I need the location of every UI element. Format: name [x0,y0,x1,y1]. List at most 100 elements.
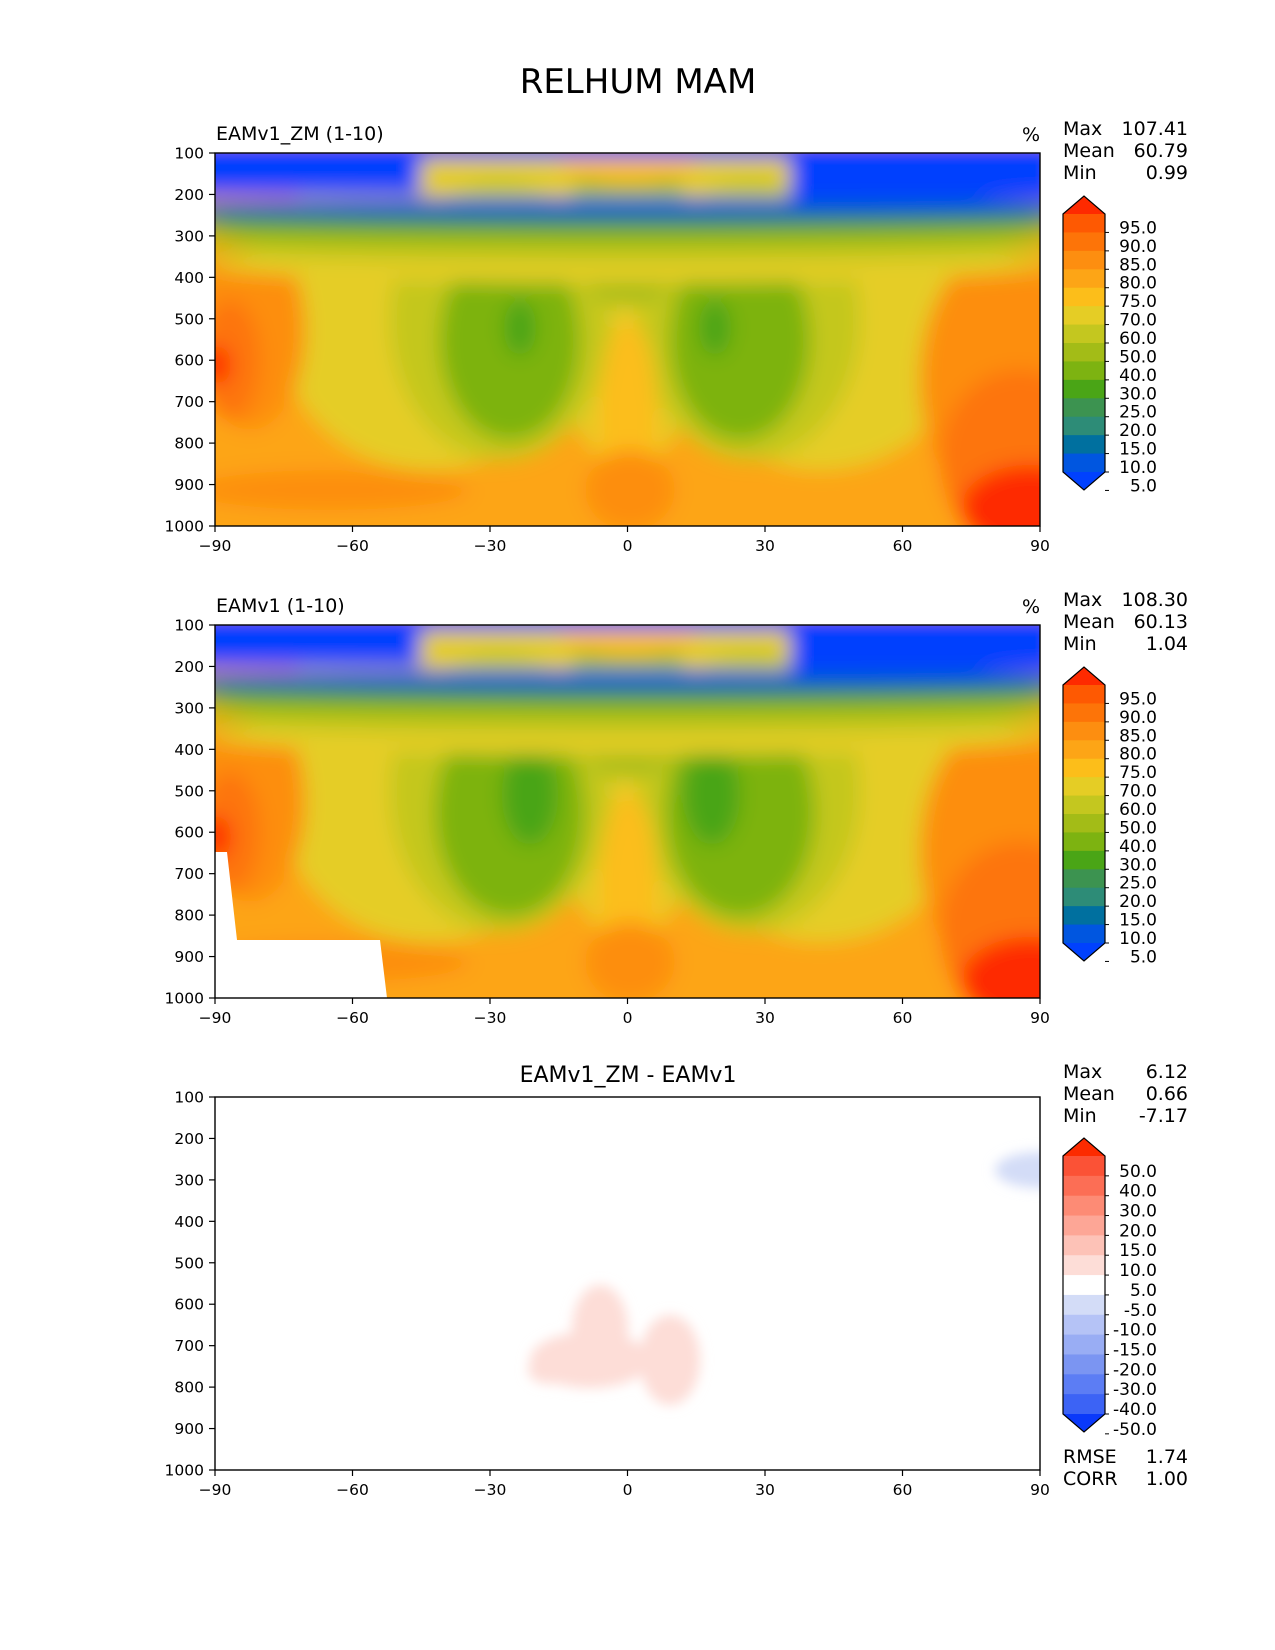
colorbar-label: 85.0 [1119,255,1157,275]
colorbar-extend-bottom [1063,1414,1105,1432]
colorbar-segment [1063,306,1105,326]
colorbar-segment [1063,758,1105,778]
colorbar-segment [1063,435,1105,455]
panel-diff-metric-value-corr: 1.00 [1146,1468,1188,1490]
panel-reference-stat-label-mean: Mean [1063,611,1115,633]
colorbar-segment [1063,814,1105,834]
panel-test-y-axis: 100 200 300 400 500 600 700 800 900 1000 [165,145,215,536]
panel-test-contour-field [215,153,1040,526]
colorbar-label: 5.0 [1130,476,1157,496]
colorbar-segment [1063,832,1105,852]
x-tick-label: 90 [1030,1009,1050,1027]
colorbar-segment [1063,906,1105,926]
panel-reference-colorbar: 95.090.085.080.075.070.060.050.040.030.0… [1062,666,1157,967]
y-tick-label: 900 [174,1420,204,1438]
y-tick-label: 400 [174,1213,204,1231]
y-tick-label: 500 [174,1254,204,1272]
x-tick-label: 30 [755,537,775,555]
colorbar-label: 50.0 [1119,818,1157,838]
y-tick-label: 600 [174,352,204,370]
x-tick-label: 60 [893,1009,913,1027]
y-tick-label: 400 [174,741,204,759]
colorbar-segment [1063,343,1105,363]
colorbar-extend-bottom [1063,943,1105,961]
panel-reference-stat-value-min: 1.04 [1146,633,1188,655]
colorbar-label: -15.0 [1113,1340,1157,1360]
panel-reference-stat-label-min: Min [1063,633,1097,655]
panel-test-stat-value-min: 0.99 [1146,162,1188,184]
y-tick-label: 900 [174,476,204,494]
panel-test-stat-label-min: Min [1063,162,1097,184]
panel-test-stats: Max 107.41 Mean 60.79 Min 0.99 [1063,118,1188,184]
panel-diff-metric-label-corr: CORR [1063,1468,1118,1490]
x-tick-label: 30 [755,1009,775,1027]
colorbar-segment [1063,379,1105,399]
y-tick-label: 800 [174,907,204,925]
colorbar-segment [1063,1294,1105,1316]
x-tick-label: 60 [893,1481,913,1499]
panel-diff-stat-value-mean: 0.66 [1146,1083,1188,1105]
y-tick-label: 700 [174,865,204,883]
y-tick-label: 100 [174,617,204,635]
panel-diff: EAMv1_ZM - EAMv1 −90 −60 −30 0 30 60 90 100 200… [165,1061,1188,1499]
y-tick-label: 900 [174,948,204,966]
y-tick-label: 1000 [165,1462,204,1480]
colorbar-label: 85.0 [1119,726,1157,746]
x-tick-label: −60 [336,1009,369,1027]
panel-diff-colorbar: 50.040.030.020.015.010.05.0-5.0-10.0-15.… [1062,1137,1157,1440]
panel-diff-metrics: RMSE 1.74 CORR 1.00 [1063,1446,1188,1490]
y-tick-label: 200 [174,186,204,204]
x-tick-label: −90 [199,1481,232,1499]
colorbar-label: 60.0 [1119,800,1157,820]
y-tick-label: 300 [174,227,204,245]
colorbar-label: 20.0 [1119,1221,1157,1241]
panel-test-x-axis: −90 −60 −30 0 30 60 90 [199,526,1050,555]
colorbar-label: 30.0 [1119,1202,1157,1222]
colorbar-segment [1063,1314,1105,1336]
colorbar-label: 20.0 [1119,421,1157,441]
colorbar-label: 40.0 [1119,837,1157,857]
colorbar-extend-bottom [1063,472,1105,490]
panel-test-stat-value-mean: 60.79 [1134,140,1188,162]
colorbar-segment [1063,887,1105,907]
y-tick-label: 100 [174,1089,204,1107]
colorbar-segment [1063,1354,1105,1375]
panel-reference-title: EAMv1 (1-10) [216,595,345,617]
panel-test-title: EAMv1_ZM (1-10) [216,123,384,145]
colorbar-label: 10.0 [1119,458,1157,478]
panel-test-stat-label-mean: Mean [1063,140,1115,162]
colorbar-label: -20.0 [1113,1360,1157,1380]
y-tick-label: 200 [174,1130,204,1148]
colorbar-segment [1063,250,1105,270]
colorbar-segment [1063,1334,1105,1356]
y-tick-label: 500 [174,310,204,328]
colorbar-segment [1063,924,1105,944]
colorbar-label: 60.0 [1119,329,1157,349]
panel-test-stat-label-max: Max [1063,118,1102,140]
colorbar-label: 10.0 [1119,1261,1157,1281]
colorbar-segment [1063,453,1105,473]
x-tick-label: −30 [474,1481,507,1499]
y-tick-label: 800 [174,1379,204,1397]
y-tick-label: 700 [174,393,204,411]
colorbar-label: 25.0 [1119,874,1157,894]
colorbar-label: 80.0 [1119,745,1157,765]
panel-diff-contour-field [215,1097,1040,1470]
y-tick-label: 500 [174,782,204,800]
colorbar-label: 15.0 [1119,1241,1157,1261]
panel-diff-stats: Max 6.12 Mean 0.66 Min -7.17 [1063,1061,1188,1127]
y-tick-label: 700 [174,1337,204,1355]
colorbar-label: 80.0 [1119,274,1157,294]
y-tick-label: 1000 [165,518,204,536]
colorbar-label: 30.0 [1119,384,1157,404]
panel-diff-stat-value-max: 6.12 [1146,1061,1188,1083]
colorbar-label: 40.0 [1119,1182,1157,1202]
y-tick-label: 600 [174,824,204,842]
colorbar-segment [1063,740,1105,760]
colorbar-segment [1063,703,1105,723]
panel-reference-stats: Max 108.30 Mean 60.13 Min 1.04 [1063,589,1188,655]
y-tick-label: 600 [174,1296,204,1314]
colorbar-segment [1063,416,1105,436]
colorbar-label: 25.0 [1119,403,1157,423]
colorbar-label: 95.0 [1119,689,1157,709]
